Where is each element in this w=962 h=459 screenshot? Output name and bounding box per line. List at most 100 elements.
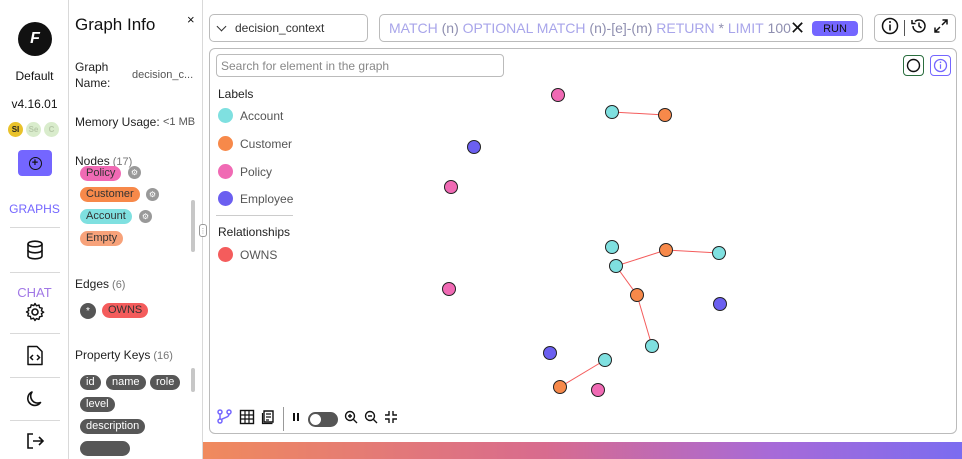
graph-node-account[interactable] [712,246,726,260]
graph-edge[interactable] [665,249,720,254]
logout-icon[interactable] [24,430,46,452]
graphs-link[interactable]: GRAPHS [9,202,60,216]
graph-node-employee[interactable] [467,140,481,154]
graph-node-account[interactable] [645,339,659,353]
run-button[interactable]: RUN [812,21,858,36]
zoom-in-icon[interactable] [344,410,358,429]
nodes-label: Nodes [75,154,110,168]
expand-icon[interactable] [933,18,949,39]
graph-node-policy[interactable] [442,282,456,296]
graph-edge[interactable] [615,249,667,267]
graph-info-panel: Graph Info × Graph Name: decision_c... M… [70,0,203,459]
node-chip-account[interactable]: Account [80,209,132,224]
gear-icon[interactable] [24,301,46,323]
graph-node-customer[interactable] [630,288,644,302]
property-keys-count: (16) [153,350,173,362]
property-key-chip[interactable]: id [80,375,101,390]
edges-label: Edges [75,277,110,291]
graph-node-customer[interactable] [553,380,567,394]
legend-item-account[interactable]: Account [218,108,283,123]
info-toggle-button[interactable] [930,55,951,76]
moon-icon[interactable] [24,388,46,410]
legend-item-employee[interactable]: Employee [218,191,293,206]
property-key-chip[interactable]: name [106,375,146,390]
nodes-scrollbar[interactable] [191,200,195,252]
legend-item-customer[interactable]: Customer [218,136,292,151]
node-chip-empty[interactable]: Empty [80,231,124,246]
property-keys-scrollbar[interactable] [191,368,195,392]
add-graph-button[interactable]: + [18,150,52,176]
graph-node-policy[interactable] [551,88,565,102]
panel-resize-handle[interactable]: ⋮ [199,224,207,237]
all-edges-chip[interactable]: * [80,303,96,319]
plus-circle-icon: + [28,156,42,170]
relationship-color-dot [218,247,233,262]
property-key-chip[interactable]: description [80,419,146,434]
fit-to-screen-icon[interactable] [384,410,398,429]
close-panel-button[interactable]: × [187,12,195,27]
chevron-down-icon [216,21,227,31]
graph-node-policy[interactable] [444,180,458,194]
element-search-input[interactable]: Search for element in the graph [216,54,504,77]
avatar[interactable]: SI [8,122,23,137]
graph-node-policy[interactable] [591,383,605,397]
property-key-chip[interactable]: role [150,375,181,390]
label-settings-icon[interactable]: ⚙ [146,188,159,201]
database-icon[interactable] [24,239,46,261]
user-avatars: SI Se C [8,122,59,137]
legend-item-owns[interactable]: OWNS [218,247,277,262]
graph-node-account[interactable] [609,259,623,273]
animation-toggle[interactable] [308,411,338,427]
graph-node-customer[interactable] [658,108,672,122]
graph-name-label: Graph [75,60,109,74]
graph-edge[interactable] [559,359,606,388]
node-chip-customer[interactable]: Customer [80,187,140,202]
label-settings-icon[interactable]: ⚙ [128,166,141,179]
avatar[interactable]: Se [26,122,41,137]
clear-query-button[interactable]: ✕ [790,18,806,38]
graph-node-account[interactable] [598,353,612,367]
divider [10,227,60,228]
table-view-icon[interactable] [239,409,255,430]
node-chip-policy[interactable]: Policy [80,166,122,181]
history-icon[interactable] [910,17,928,40]
graph-name-value: decision_c... [132,69,194,81]
property-key-chip[interactable]: ... [80,441,130,456]
legend-label: Account [240,108,284,123]
graph-select[interactable]: decision_context [209,14,368,42]
graph-edge[interactable] [611,111,666,116]
query-token: RETURN [656,20,715,36]
legend-item-policy[interactable]: Policy [218,164,272,179]
graph-edges [559,111,720,388]
code-icon[interactable] [24,344,46,366]
graph-edge[interactable] [636,294,653,347]
avatar[interactable]: C [44,122,59,137]
edge-chip-owns[interactable]: OWNS [102,303,149,318]
label-settings-icon[interactable]: ⚙ [139,210,152,223]
chat-link[interactable]: CHAT [17,285,52,300]
graph-node-account[interactable] [605,105,619,119]
node-style-button[interactable] [903,55,924,76]
zoom-out-icon[interactable] [364,410,378,429]
canvas-toolbar [216,407,398,431]
property-key-chip[interactable]: level [80,397,115,412]
query-editor[interactable]: MATCH (n) OPTIONAL MATCH (n)-[e]-(m) RET… [379,14,863,42]
graph-visualization[interactable] [210,49,957,434]
graph-node-employee[interactable] [713,297,727,311]
graph-view-icon[interactable] [216,408,233,430]
graph-canvas[interactable]: Search for element in the graph Labels A… [209,48,957,434]
divider [904,20,906,36]
labels-heading: Labels [218,87,254,101]
graph-node-employee[interactable] [543,346,557,360]
nodes-count: (17) [112,156,133,168]
text-view-icon[interactable] [261,409,277,430]
label-color-dot [218,191,233,206]
pause-icon[interactable] [290,410,302,428]
info-icon[interactable] [881,17,899,40]
label-color-dot [218,164,233,179]
graph-node-account[interactable] [605,240,619,254]
graph-node-customer[interactable] [659,243,673,257]
graph-select-value: decision_context [235,21,325,35]
top-tools [874,14,956,42]
app-logo[interactable]: F [18,22,52,56]
